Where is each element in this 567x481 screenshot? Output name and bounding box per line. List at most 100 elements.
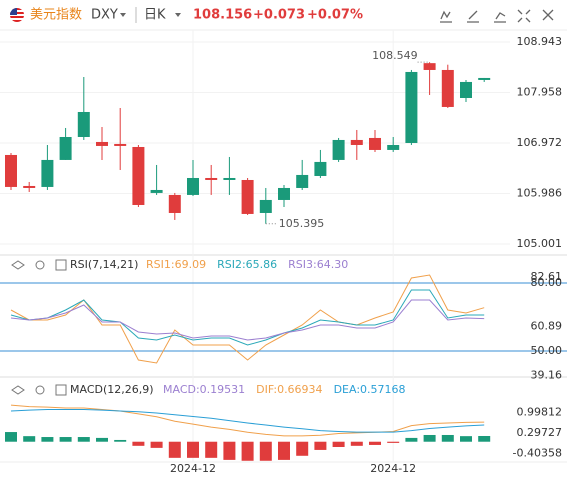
rsi-line	[10, 299, 485, 341]
symbol[interactable]: DXY	[91, 8, 118, 23]
macd-bar	[423, 434, 436, 442]
hide-icon[interactable]	[11, 260, 25, 270]
price: 108.156	[193, 8, 252, 23]
candle-body	[96, 141, 108, 146]
y-tick-label: 105.986	[517, 187, 563, 200]
candle-body	[332, 139, 345, 160]
settings-icon[interactable]	[35, 260, 45, 270]
legend-entry: DIF:0.66934	[256, 383, 322, 396]
candle-body	[241, 179, 254, 214]
legend-entry: RSI2:65.86	[217, 258, 277, 271]
y-tick-label: 82.61	[531, 270, 563, 283]
candle-body	[441, 69, 454, 107]
candle-body	[259, 199, 272, 213]
y-tick-label: 0.29727	[517, 426, 563, 439]
y-tick-label: -0.40358	[513, 447, 562, 460]
macd-bar	[332, 441, 345, 447]
index-name: 美元指数	[30, 8, 82, 23]
min-label: 105.395	[279, 217, 325, 230]
tool-icon[interactable]	[440, 10, 452, 23]
y-tick-label: 108.943	[517, 35, 563, 48]
y-tick-label: 60.89	[531, 319, 563, 332]
macd-bar	[387, 441, 400, 443]
candle-body	[41, 159, 54, 187]
macd-bar	[5, 432, 17, 442]
candle-body	[150, 189, 163, 193]
candle-body	[350, 139, 363, 145]
macd-bar	[132, 441, 145, 446]
macd-bar	[114, 439, 127, 442]
macd-bar	[223, 441, 236, 460]
rsi-title: RSI(7,14,21)	[70, 258, 138, 271]
legend-entry: MACD:0.19531	[163, 383, 245, 396]
macd-bar	[314, 441, 327, 450]
candle-body	[59, 136, 72, 160]
candle-body	[187, 177, 199, 195]
candle-body	[460, 81, 472, 98]
hide-icon[interactable]	[11, 385, 25, 395]
macd-bar	[296, 441, 309, 456]
legend-entry: DEA:0.57168	[334, 383, 406, 396]
tool-icon[interactable]	[542, 9, 554, 21]
legend-entry: RSI1:69.09	[146, 258, 206, 271]
dropdown-arrow[interactable]	[120, 13, 126, 17]
macd-line	[10, 404, 485, 437]
tool-icon[interactable]	[467, 10, 479, 23]
macd-bar	[350, 441, 363, 446]
candle-body	[478, 77, 491, 80]
level-label: 50.00	[531, 344, 563, 357]
candle-body	[132, 146, 145, 205]
rsi-line	[10, 274, 485, 364]
period[interactable]: 日K	[144, 8, 166, 23]
flag-icon	[10, 8, 24, 22]
candle-body	[114, 143, 127, 146]
y-tick-label: 105.001	[517, 237, 563, 250]
settings-icon[interactable]	[35, 385, 45, 395]
toolbar	[440, 9, 554, 23]
candle-body	[296, 174, 309, 188]
macd-bar	[96, 437, 108, 442]
y-tick-label: 39.16	[531, 369, 563, 382]
max-label: 108.549	[372, 49, 418, 62]
candle-body	[223, 177, 236, 180]
candle-body	[423, 63, 436, 70]
candle-body	[205, 177, 218, 180]
y-tick-label: 107.958	[517, 85, 563, 98]
tool-icon[interactable]	[517, 9, 531, 23]
macd-bar	[405, 437, 418, 442]
candle-body	[168, 194, 181, 213]
tool-icon[interactable]	[494, 12, 506, 23]
change: +0.073	[253, 8, 305, 23]
dropdown-arrow[interactable]	[175, 13, 181, 17]
candle-body	[314, 161, 327, 176]
candle-body	[369, 137, 381, 150]
macd-title: MACD(12,26,9)	[70, 383, 154, 396]
add-icon[interactable]	[55, 384, 67, 396]
candle-body	[278, 187, 290, 200]
macd-bar	[168, 441, 181, 458]
macd-bar	[369, 441, 381, 445]
macd-bar	[23, 436, 36, 442]
macd-bar	[77, 437, 90, 442]
macd-bar	[187, 441, 199, 458]
macd-bar	[241, 441, 254, 461]
macd-bar	[478, 435, 491, 442]
candle-body	[405, 71, 418, 143]
x-tick-label: 2024-12	[170, 462, 216, 475]
macd-line	[10, 409, 485, 433]
macd-bar	[278, 441, 290, 460]
candle-body	[387, 144, 400, 150]
macd-bar	[441, 434, 454, 442]
x-tick-label: 2024-12	[370, 462, 416, 475]
macd-bar	[150, 441, 163, 448]
level-label: 80.00	[531, 276, 563, 289]
rsi-line	[10, 289, 485, 346]
rsi-pane-icons	[11, 259, 67, 271]
candle-body	[77, 111, 90, 137]
add-icon[interactable]	[55, 259, 67, 271]
y-tick-label: 106.972	[517, 136, 563, 149]
macd-bar	[460, 436, 472, 442]
